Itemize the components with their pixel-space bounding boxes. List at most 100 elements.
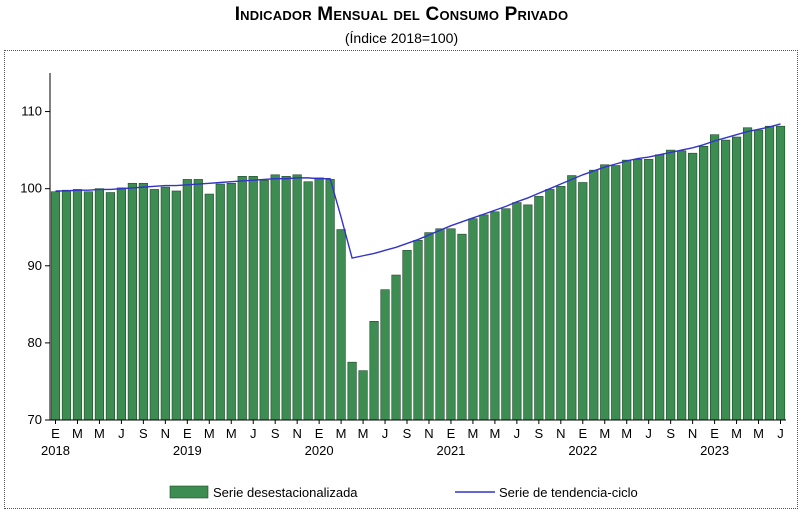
x-tick-label: J: [382, 426, 389, 441]
bar: [193, 179, 203, 421]
x-tick-label: J: [645, 426, 652, 441]
x-tick-label: S: [271, 426, 280, 441]
bar: [292, 174, 302, 421]
bar: [720, 139, 731, 421]
bar: [369, 320, 379, 421]
bar: [303, 181, 313, 421]
trend-line: [55, 123, 781, 259]
bar: [281, 176, 291, 421]
bar: [61, 189, 72, 421]
x-tick-label: M: [599, 426, 610, 441]
x-tick-label: N: [161, 426, 170, 441]
bar: [523, 204, 533, 421]
x-tick-label: M: [753, 426, 764, 441]
bar: [325, 179, 335, 421]
bar: [204, 193, 214, 421]
x-tick-label: M: [204, 426, 215, 441]
legend-label-line: Serie de tendencia-ciclo: [499, 485, 638, 500]
x-year-label: 2021: [436, 443, 465, 458]
x-year-label: 2020: [305, 443, 334, 458]
x-tick-label: E: [578, 426, 587, 441]
chart-title: Indicador Mensual del Consumo Privado: [234, 4, 569, 25]
x-tick-label: M: [72, 426, 83, 441]
bar: [677, 150, 687, 421]
bar: [116, 187, 126, 421]
x-tick-label: M: [226, 426, 237, 441]
bar: [666, 149, 676, 421]
y-tick-label: 70: [28, 412, 42, 427]
legend: Serie desestacionalizada Serie de tendenc…: [169, 485, 638, 500]
bar: [567, 175, 577, 421]
bar: [633, 159, 643, 421]
bar: [556, 186, 566, 421]
bar: [105, 192, 115, 421]
y-tick-label: 90: [28, 258, 42, 273]
bar: [688, 152, 698, 421]
bar: [446, 228, 456, 421]
x-tick-label: M: [489, 426, 500, 441]
bar: [215, 183, 225, 421]
x-year-label: 2023: [700, 443, 729, 458]
bar: [600, 164, 610, 421]
bar: [127, 182, 137, 421]
x-tick-label: M: [621, 426, 632, 441]
bar: [501, 208, 511, 421]
x-tick-label: N: [556, 426, 565, 441]
bar: [655, 154, 665, 421]
bar: [347, 361, 357, 421]
bar: [391, 274, 401, 421]
x-tick-label: E: [183, 426, 192, 441]
bar: [83, 191, 94, 421]
bar: [182, 179, 192, 421]
x-tick-label: N: [688, 426, 697, 441]
legend-swatch-bars: [169, 485, 209, 499]
x-tick-label: E: [447, 426, 456, 441]
y-tick-label: 100: [20, 181, 42, 196]
bar: [149, 189, 159, 421]
x-tick-label: N: [424, 426, 433, 441]
chart-subtitle: (Índice 2018=100): [344, 30, 459, 46]
x-tick-label: S: [666, 426, 675, 441]
x-year-label: 2022: [568, 443, 597, 458]
bar: [259, 179, 269, 421]
y-tick-label: 110: [21, 104, 42, 119]
bar: [775, 125, 786, 421]
bar: [753, 129, 764, 421]
bar: [160, 186, 170, 421]
bar: [171, 190, 181, 421]
x-tick-label: M: [358, 426, 369, 441]
bar: [248, 176, 258, 421]
x-tick-label: J: [118, 426, 125, 441]
bar: [94, 188, 105, 421]
x-tick-label: S: [403, 426, 412, 441]
bar: [490, 211, 500, 421]
bar: [138, 182, 148, 421]
bar: [699, 145, 709, 421]
x-tick-label: N: [292, 426, 301, 441]
bar: [314, 177, 324, 421]
bar: [270, 174, 280, 421]
bar: [578, 182, 588, 421]
x-tick-label: J: [514, 426, 521, 441]
bar: [435, 228, 445, 421]
bar: [72, 189, 83, 421]
x-tick-label: S: [139, 426, 148, 441]
x-tick-label: M: [94, 426, 105, 441]
bar: [644, 159, 654, 421]
bar: [545, 189, 555, 421]
x-tick-label: M: [336, 426, 347, 441]
bar: [534, 196, 544, 421]
x-tick-label: M: [468, 426, 479, 441]
bar: [622, 159, 632, 421]
x-tick-label: J: [250, 426, 257, 441]
legend-label-bars: Serie desestacionalizada: [213, 485, 358, 500]
bar: [402, 250, 412, 421]
bar: [380, 289, 390, 421]
bar: [589, 169, 599, 421]
bar: [424, 232, 434, 421]
bar: [479, 214, 489, 421]
bar: [413, 240, 423, 421]
bar: [336, 229, 346, 421]
x-tick-label: E: [710, 426, 719, 441]
